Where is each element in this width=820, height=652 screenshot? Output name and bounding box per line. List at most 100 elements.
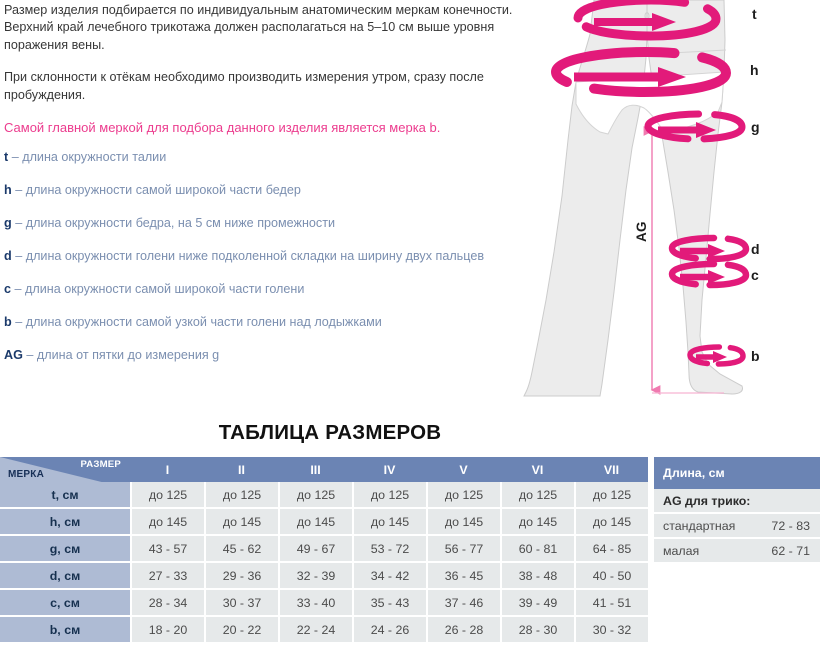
table-cell: до 145 xyxy=(352,509,426,536)
column-header-5: V xyxy=(426,457,500,482)
table-cell: 37 - 46 xyxy=(426,590,500,617)
table-cell: 64 - 85 xyxy=(574,536,648,563)
definition-item-c: c – длина окружности самой широкой части… xyxy=(4,282,629,297)
definition-key: t xyxy=(4,150,9,164)
definition-text: длина окружности самой узкой части голен… xyxy=(25,315,382,329)
length-row-label: стандартная xyxy=(663,519,736,533)
corner-size-label: РАЗМЕР xyxy=(80,459,121,470)
column-header-7: VII xyxy=(574,457,648,482)
table-cell: 35 - 43 xyxy=(352,590,426,617)
definition-item-h: h – длина окружности самой широкой части… xyxy=(4,183,629,198)
table-cell: 33 - 40 xyxy=(278,590,352,617)
column-header-6: VI xyxy=(500,457,574,482)
length-info-panel: Длина, см AG для трико: стандартная 72 -… xyxy=(654,457,820,564)
intro-paragraph-2: При склонности к отёкам необходимо произ… xyxy=(4,70,484,102)
table-cell: 30 - 32 xyxy=(574,617,648,644)
measure-ring-h xyxy=(550,46,732,98)
table-cell: 56 - 77 xyxy=(426,536,500,563)
anatomical-measurement-diagram: t h g d c b AG xyxy=(516,0,820,410)
table-header-row: РАЗМЕР МЕРКА I II III IV V VI VII xyxy=(0,457,648,482)
definition-item-b: b – длина окружности самой узкой части г… xyxy=(4,315,629,330)
table-cell: 41 - 51 xyxy=(574,590,648,617)
table-corner-cell: РАЗМЕР МЕРКА xyxy=(0,457,130,482)
definition-key: g xyxy=(4,216,12,230)
intro-highlight-note: Самой главной меркой для подбора данного… xyxy=(4,120,441,136)
length-panel-row-standard: стандартная 72 - 83 xyxy=(654,514,820,539)
figure-label-g: g xyxy=(751,119,760,135)
table-cell: до 125 xyxy=(352,482,426,509)
table-cell: 53 - 72 xyxy=(352,536,426,563)
table-cell: до 125 xyxy=(426,482,500,509)
table-cell: до 145 xyxy=(278,509,352,536)
table-cell: 26 - 28 xyxy=(426,617,500,644)
table-cell: 18 - 20 xyxy=(130,617,204,644)
column-header-1: I xyxy=(130,457,204,482)
definition-key: d xyxy=(4,249,12,263)
table-cell: 29 - 36 xyxy=(204,563,278,590)
table-cell: 28 - 30 xyxy=(500,617,574,644)
definition-text: длина от пятки до измерения g xyxy=(36,348,220,362)
length-panel-row-small: малая 62 - 71 xyxy=(654,539,820,564)
table-cell: 49 - 67 xyxy=(278,536,352,563)
table-cell: 60 - 81 xyxy=(500,536,574,563)
length-row-label: малая xyxy=(663,544,700,558)
table-cell: до 125 xyxy=(130,482,204,509)
table-cell: до 145 xyxy=(574,509,648,536)
ag-measure-line xyxy=(643,126,724,395)
definition-dash: – xyxy=(26,348,34,362)
intro-paragraph-1: Размер изделия подбирается по индивидуал… xyxy=(4,3,513,52)
figure-label-h: h xyxy=(750,62,759,78)
definition-dash: – xyxy=(15,183,23,197)
figure-label-t: t xyxy=(752,6,757,22)
table-cell: 34 - 42 xyxy=(352,563,426,590)
length-panel-subtitle: AG для трико: xyxy=(654,489,820,514)
corner-diagonal-divider xyxy=(0,457,130,482)
figure-label-ag: AG xyxy=(634,221,649,242)
body-silhouette-svg xyxy=(523,0,750,397)
definition-dash: – xyxy=(15,216,23,230)
page-title: ТАБЛИЦА РАЗМЕРОВ xyxy=(218,421,442,444)
row-label: h, см xyxy=(0,509,130,536)
table-cell: до 125 xyxy=(278,482,352,509)
table-cell: до 145 xyxy=(204,509,278,536)
table-cell: 45 - 62 xyxy=(204,536,278,563)
column-header-2: II xyxy=(204,457,278,482)
table-cell: 30 - 37 xyxy=(204,590,278,617)
table-row: h, см до 145 до 145 до 145 до 145 до 145… xyxy=(0,509,648,536)
table-row: d, см 27 - 33 29 - 36 32 - 39 34 - 42 36… xyxy=(0,563,648,590)
definition-dash: – xyxy=(15,315,23,329)
table-cell: до 125 xyxy=(574,482,648,509)
measurement-definitions-list: t – длина окружности талии h – длина окр… xyxy=(4,150,629,381)
table-cell: до 145 xyxy=(426,509,500,536)
length-row-value: 62 - 71 xyxy=(771,544,810,558)
definition-item-g: g – длина окружности бедра, на 5 см ниже… xyxy=(4,216,629,231)
corner-measure-label: МЕРКА xyxy=(8,469,44,480)
figure-label-d: d xyxy=(751,241,760,257)
row-label: g, см xyxy=(0,536,130,563)
definition-item-t: t – длина окружности талии xyxy=(4,150,629,165)
table-cell: 32 - 39 xyxy=(278,563,352,590)
table-cell: 28 - 34 xyxy=(130,590,204,617)
table-cell: 39 - 49 xyxy=(500,590,574,617)
table-cell: до 125 xyxy=(204,482,278,509)
definition-item-d: d – длина окружности голени ниже подколе… xyxy=(4,249,629,264)
definition-key: h xyxy=(4,183,12,197)
table-cell: до 125 xyxy=(500,482,574,509)
table-cell: 43 - 57 xyxy=(130,536,204,563)
table-cell: 40 - 50 xyxy=(574,563,648,590)
column-header-4: IV xyxy=(352,457,426,482)
measure-ring-d xyxy=(668,234,750,263)
table-cell: 38 - 48 xyxy=(500,563,574,590)
definition-key: c xyxy=(4,282,12,296)
table-cell: 24 - 26 xyxy=(352,617,426,644)
row-label: d, см xyxy=(0,563,130,590)
table-row: c, см 28 - 34 30 - 37 33 - 40 35 - 43 37… xyxy=(0,590,648,617)
row-label: b, см xyxy=(0,617,130,644)
definition-item-ag: AG – длина от пятки до измерения g xyxy=(4,348,629,363)
measure-ring-c xyxy=(668,260,750,289)
table-cell: до 145 xyxy=(500,509,574,536)
table-row: t, см до 125 до 125 до 125 до 125 до 125… xyxy=(0,482,648,509)
table-row: g, см 43 - 57 45 - 62 49 - 67 53 - 72 56… xyxy=(0,536,648,563)
measure-ring-g xyxy=(644,110,746,143)
length-panel-header: Длина, см xyxy=(654,457,820,489)
